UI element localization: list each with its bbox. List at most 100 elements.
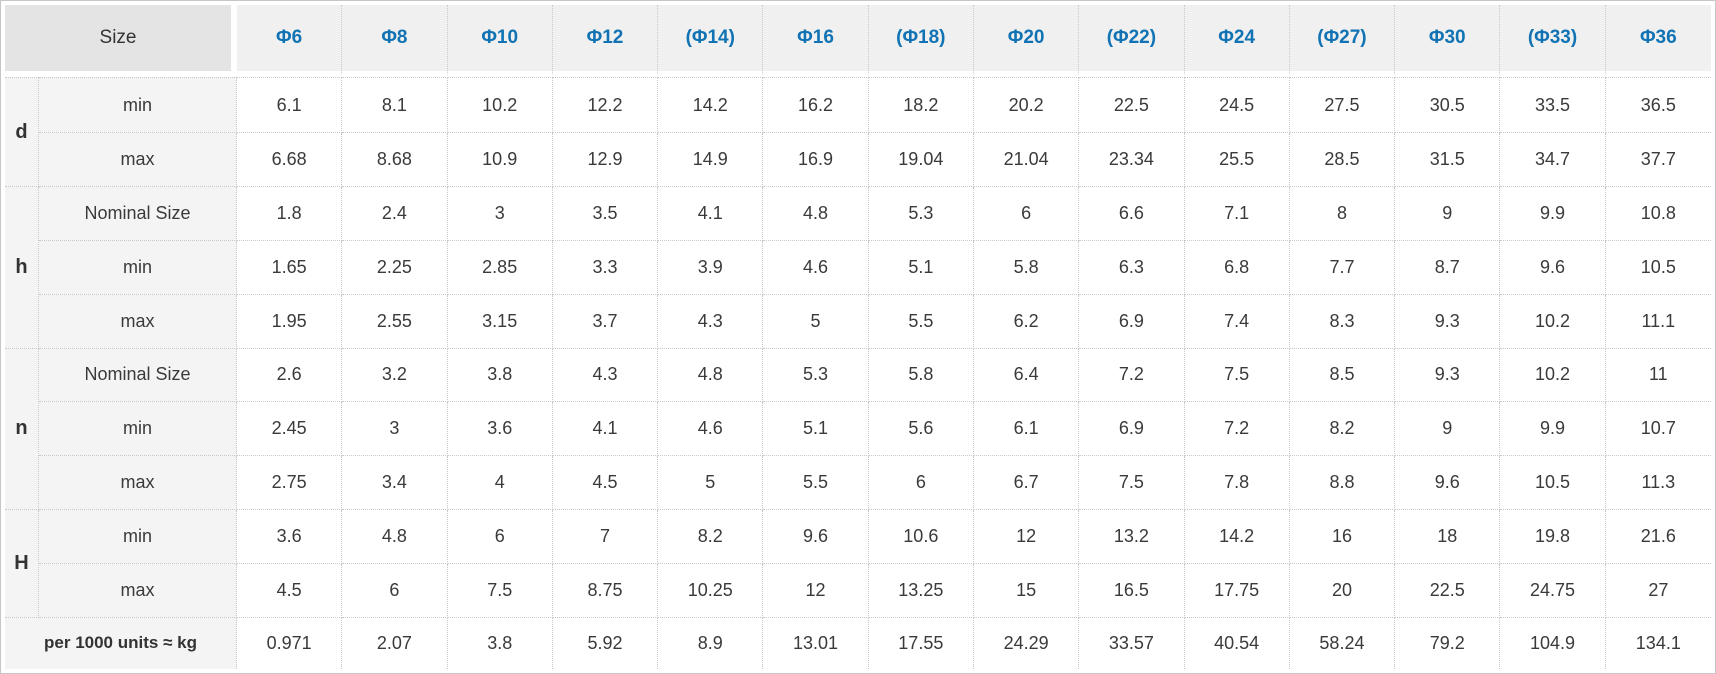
data-cell: 40.54 bbox=[1184, 617, 1290, 669]
data-cell: 7.2 bbox=[1079, 348, 1185, 403]
data-cell: 12.9 bbox=[552, 133, 659, 188]
column-header-size: Φ16 bbox=[763, 5, 869, 77]
data-cell: 5.1 bbox=[763, 402, 869, 457]
data-cell: 58.24 bbox=[1289, 617, 1396, 669]
table-row: min 2.45 3 3.6 4.1 4.6 5.1 5.6 6.1 6.9 7.2 8.2 9 9.9 1… bbox=[5, 402, 1711, 457]
data-cell: 10.25 bbox=[658, 563, 764, 618]
data-cell: 6.6 bbox=[1079, 187, 1185, 241]
table-row: max 6.68 8.68 10.9 12.9 14.9 16.9 19.04 21.04 23.… bbox=[5, 133, 1711, 188]
row-label: min bbox=[39, 240, 237, 295]
column-header-size: Φ8 bbox=[342, 5, 448, 77]
data-cell: 10.2 bbox=[1500, 348, 1606, 403]
row-group-label: n bbox=[5, 348, 39, 510]
data-cell: 6 bbox=[868, 456, 974, 510]
column-header-size: (Φ14) bbox=[658, 5, 764, 77]
data-cell: 4.1 bbox=[552, 402, 659, 457]
data-cell: 3.2 bbox=[342, 348, 448, 403]
data-cell: 9.6 bbox=[763, 509, 869, 564]
data-cell: 18.2 bbox=[868, 77, 974, 134]
data-cell: 4.8 bbox=[658, 348, 764, 403]
data-cell: 13.25 bbox=[868, 563, 974, 618]
data-cell: 3.9 bbox=[658, 240, 764, 295]
row-label: Nominal Size bbox=[39, 348, 237, 403]
data-cell: 2.45 bbox=[237, 402, 343, 457]
data-cell: 22.5 bbox=[1395, 563, 1501, 618]
data-cell: 17.75 bbox=[1184, 563, 1290, 618]
data-cell: 6.1 bbox=[973, 402, 1080, 457]
data-cell: 9 bbox=[1395, 187, 1501, 241]
data-cell: 5 bbox=[658, 456, 764, 510]
table-row: h Nominal Size 1.8 2.4 3 3.5 4.1 4.8 5.3 6 6.6 7.1 8… bbox=[5, 187, 1711, 349]
data-cell: 6.8 bbox=[1184, 240, 1290, 295]
data-cell: 3.8 bbox=[447, 348, 553, 403]
data-cell: 10.5 bbox=[1500, 456, 1606, 510]
data-cell: 22.5 bbox=[1079, 77, 1185, 134]
data-cell: 5.5 bbox=[868, 294, 974, 349]
data-cell: 79.2 bbox=[1395, 617, 1501, 669]
data-cell: 3.8 bbox=[447, 617, 553, 669]
data-cell: 10.7 bbox=[1605, 402, 1711, 457]
column-header-size: (Φ33) bbox=[1500, 5, 1606, 77]
row-label: Nominal Size bbox=[39, 187, 237, 241]
data-cell: 8.75 bbox=[552, 563, 659, 618]
size-corner-header: Size bbox=[5, 5, 237, 77]
data-cell: 14.2 bbox=[1184, 509, 1290, 564]
spec-table: Size Φ6 Φ8 Φ10 Φ12 (Φ14) Φ16 (Φ18) Φ20 (Φ22) Φ24(… bbox=[5, 5, 1711, 669]
data-cell: 2.07 bbox=[342, 617, 448, 669]
data-cell: 28.5 bbox=[1289, 133, 1396, 188]
data-cell: 16.5 bbox=[1079, 563, 1185, 618]
data-cell: 8.8 bbox=[1289, 456, 1396, 510]
data-cell: 7.1 bbox=[1184, 187, 1290, 241]
data-cell: 20.2 bbox=[973, 77, 1080, 134]
data-cell: 16 bbox=[1289, 509, 1396, 564]
data-cell: 4.3 bbox=[552, 348, 659, 403]
data-cell: 31.5 bbox=[1395, 133, 1501, 188]
data-cell: 8.68 bbox=[342, 133, 448, 188]
data-cell: 134.1 bbox=[1605, 617, 1711, 669]
data-cell: 9.9 bbox=[1500, 402, 1606, 457]
data-cell: 8.3 bbox=[1289, 294, 1396, 349]
data-cell: 2.6 bbox=[237, 348, 343, 403]
table-row: min 1.65 2.25 2.85 3.3 3.9 4.6 5.1 5.8 6.3 6.8 7.7 8… bbox=[5, 240, 1711, 295]
data-cell: 14.2 bbox=[658, 77, 764, 134]
data-cell: 15 bbox=[973, 563, 1080, 618]
table-row: d min 6.1 8.1 10.2 12.2 14.2 16.2 18.2 20.2 22.5 24… bbox=[5, 77, 1711, 188]
data-cell: 0.971 bbox=[237, 617, 343, 669]
data-cell: 4.8 bbox=[763, 187, 869, 241]
data-cell: 12 bbox=[763, 563, 869, 618]
row-label: max bbox=[39, 563, 237, 618]
data-cell: 27 bbox=[1605, 563, 1711, 618]
data-cell: 2.75 bbox=[237, 456, 343, 510]
data-cell: 5.92 bbox=[552, 617, 659, 669]
data-cell: 3.4 bbox=[342, 456, 448, 510]
data-cell: 37.7 bbox=[1605, 133, 1711, 188]
data-cell: 5.6 bbox=[868, 402, 974, 457]
column-header-size: (Φ22) bbox=[1079, 5, 1185, 77]
data-cell: 6.7 bbox=[973, 456, 1080, 510]
data-cell: 10.6 bbox=[868, 509, 974, 564]
data-cell: 9.9 bbox=[1500, 187, 1606, 241]
data-cell: 6.3 bbox=[1079, 240, 1185, 295]
data-cell: 8.2 bbox=[658, 509, 764, 564]
data-cell: 10.9 bbox=[447, 133, 553, 188]
column-header-size: Φ12 bbox=[552, 5, 659, 77]
data-cell: 2.4 bbox=[342, 187, 448, 241]
data-cell: 3 bbox=[342, 402, 448, 457]
data-cell: 6.4 bbox=[973, 348, 1080, 403]
data-cell: 6.1 bbox=[237, 77, 343, 134]
data-cell: 3.5 bbox=[552, 187, 659, 241]
data-cell: 6.9 bbox=[1079, 402, 1185, 457]
data-cell: 5.1 bbox=[868, 240, 974, 295]
data-cell: 7.5 bbox=[447, 563, 553, 618]
column-header-size: (Φ18) bbox=[868, 5, 974, 77]
data-cell: 17.55 bbox=[868, 617, 974, 669]
data-cell: 5.3 bbox=[763, 348, 869, 403]
data-cell: 33.5 bbox=[1500, 77, 1606, 134]
data-cell: 3.7 bbox=[552, 294, 659, 349]
data-cell: 4.8 bbox=[342, 509, 448, 564]
data-cell: 27.5 bbox=[1289, 77, 1396, 134]
data-cell: 6.68 bbox=[237, 133, 343, 188]
header-row: Size Φ6 Φ8 Φ10 Φ12 (Φ14) Φ16 (Φ18) Φ20 (Φ22) Φ24(… bbox=[5, 5, 1711, 77]
data-cell: 14.9 bbox=[658, 133, 764, 188]
